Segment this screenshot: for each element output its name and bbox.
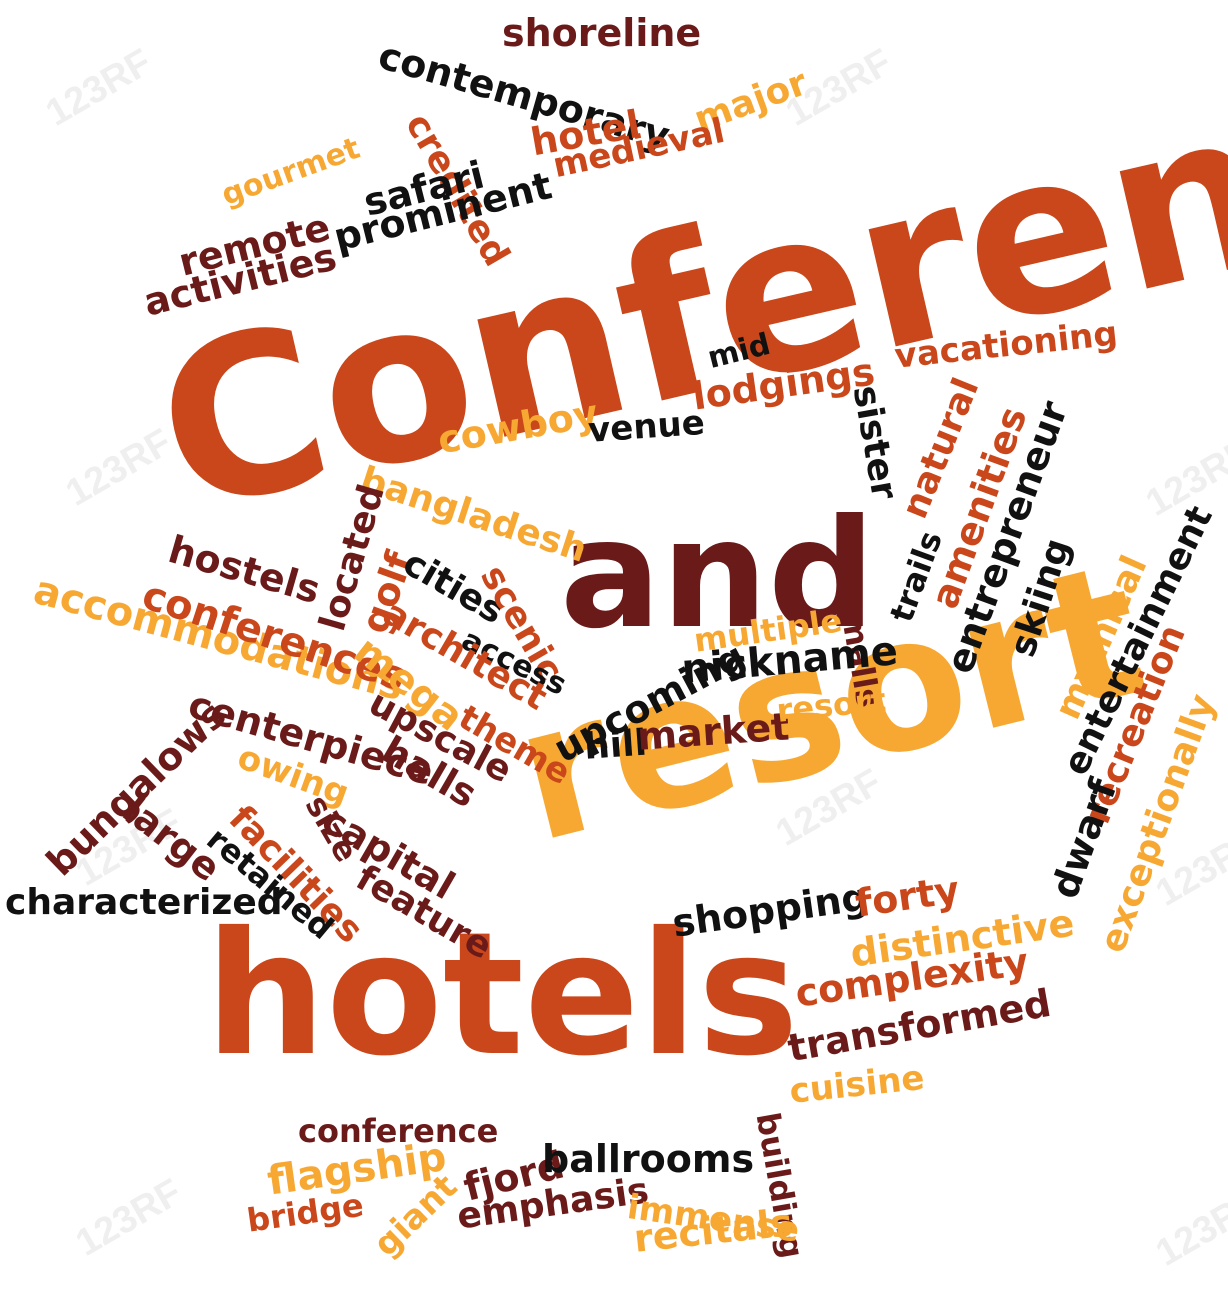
watermark-text: 123RF — [69, 1171, 189, 1265]
word-bridge: bridge — [244, 1185, 366, 1240]
word-characterized: characterized — [5, 882, 283, 923]
word-gourmet: gourmet — [216, 130, 365, 214]
word-forty: forty — [852, 867, 963, 926]
watermark-text: 123RF — [59, 421, 179, 515]
word-sister: sister — [844, 382, 905, 503]
word-venue: venue — [586, 402, 706, 451]
word-hotels-large: hotels — [205, 896, 799, 1094]
word-and: and — [560, 488, 876, 662]
word-ballrooms: ballrooms — [542, 1137, 755, 1181]
watermark-text: 123RF — [1149, 1181, 1228, 1275]
watermark-text: 123RF — [39, 41, 159, 135]
word-market: market — [635, 704, 791, 759]
word-dwarf: dwarf — [1042, 773, 1126, 905]
word-shoreline: shoreline — [502, 11, 702, 55]
word-conference-small: conference — [298, 1112, 499, 1150]
word-cuisine: cuisine — [787, 1057, 927, 1112]
